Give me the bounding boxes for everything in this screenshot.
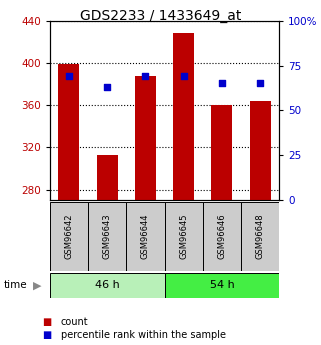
Text: GSM96648: GSM96648 — [256, 214, 265, 259]
Text: GDS2233 / 1433649_at: GDS2233 / 1433649_at — [80, 9, 241, 23]
Bar — [164, 202, 203, 271]
Bar — [50, 202, 88, 271]
Bar — [126, 202, 164, 271]
Text: GSM96645: GSM96645 — [179, 214, 188, 259]
Bar — [164, 273, 279, 298]
Text: GSM96643: GSM96643 — [103, 214, 112, 259]
Text: 46 h: 46 h — [95, 280, 119, 290]
Point — [143, 73, 148, 79]
Bar — [250, 101, 271, 200]
Text: GSM96644: GSM96644 — [141, 214, 150, 259]
Point — [105, 84, 110, 90]
Text: ■: ■ — [42, 317, 51, 326]
Bar — [211, 105, 232, 200]
Point — [66, 73, 72, 79]
Point — [181, 73, 186, 79]
Text: GSM96646: GSM96646 — [217, 214, 226, 259]
Bar — [88, 202, 126, 271]
Bar — [203, 202, 241, 271]
Text: time: time — [3, 280, 27, 290]
Text: ▶: ▶ — [33, 280, 41, 290]
Bar — [173, 33, 194, 200]
Point — [219, 81, 224, 86]
Text: 54 h: 54 h — [210, 280, 234, 290]
Bar — [135, 76, 156, 200]
Bar — [241, 202, 279, 271]
Point — [257, 81, 263, 86]
Bar — [97, 155, 118, 200]
Text: count: count — [61, 317, 89, 326]
Bar — [50, 273, 164, 298]
Text: ■: ■ — [42, 330, 51, 339]
Text: percentile rank within the sample: percentile rank within the sample — [61, 330, 226, 339]
Bar — [58, 64, 79, 200]
Text: GSM96642: GSM96642 — [65, 214, 74, 259]
